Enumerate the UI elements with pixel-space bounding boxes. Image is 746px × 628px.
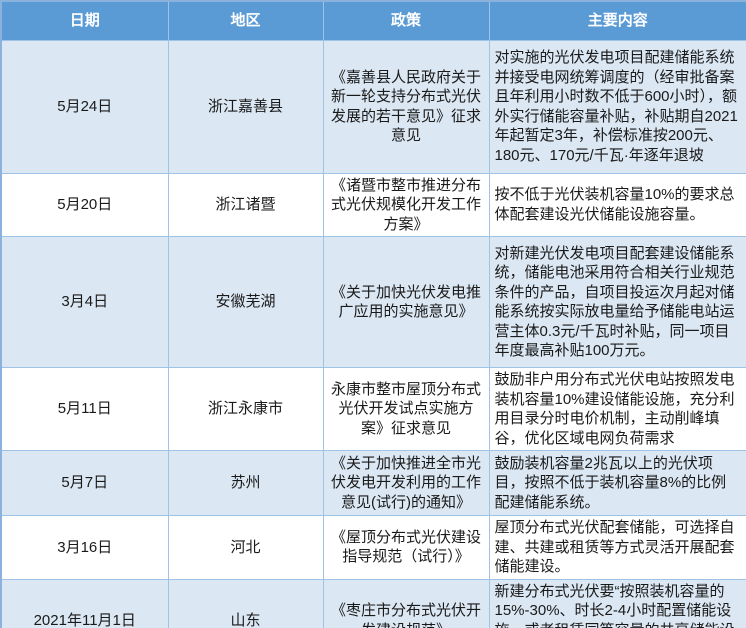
cell-content: 鼓励装机容量2兆瓦以上的光伏项目，按照不低于装机容量8%的比例配建储能系统。 (488, 450, 746, 516)
cell-content: 对新建光伏发电项目配套建设储能系统，储能电池采用符合相关行业规范条件的产品，自项… (488, 236, 746, 368)
header-region: 地区 (167, 0, 324, 41)
header-policy: 政策 (322, 0, 490, 41)
cell-date: 5月20日 (0, 172, 169, 237)
cell-content: 对实施的光伏发电项目配建储能系统并接受电网统筹调度的（经审批备案且年利用小时数不… (488, 39, 746, 174)
header-date: 日期 (0, 0, 169, 41)
cell-date: 3月16日 (0, 515, 169, 580)
header-content: 主要内容 (488, 0, 746, 41)
cell-policy: 《诸暨市整市推进分布式光伏规模化开发工作方案》 (322, 172, 490, 237)
cell-region: 山东 (167, 578, 324, 628)
table-body: 5月24日 浙江嘉善县 《嘉善县人民政府关于新一轮支持分布式光伏发展的若干意见》… (0, 39, 746, 628)
table-row: 5月24日 浙江嘉善县 《嘉善县人民政府关于新一轮支持分布式光伏发展的若干意见》… (0, 39, 746, 174)
cell-policy: 《屋顶分布式光伏建设指导规范（试行）》 (322, 515, 490, 580)
table-row: 5月7日 苏州 《关于加快推进全市光伏发电开发利用的工作意见(试行)的通知》 鼓… (0, 450, 746, 516)
cell-policy: 永康市整市屋顶分布式光伏开发试点实施方案》征求意见 (322, 367, 490, 451)
cell-date: 5月24日 (0, 39, 169, 174)
cell-date: 5月7日 (0, 450, 169, 516)
cell-content: 鼓励非户用分布式光伏电站按照发电装机容量10%建设储能设施，充分利用目录分时电价… (488, 367, 746, 451)
table-row: 5月11日 浙江永康市 永康市整市屋顶分布式光伏开发试点实施方案》征求意见 鼓励… (0, 367, 746, 451)
cell-region: 安徽芜湖 (167, 236, 324, 368)
cell-date: 5月11日 (0, 367, 169, 451)
cell-policy: 《关于加快光伏发电推广应用的实施意见》 (322, 236, 490, 368)
cell-content: 按不低于光伏装机容量10%的要求总体配套建设光伏储能设施容量。 (488, 172, 746, 237)
cell-content: 屋顶分布式光伏配套储能，可选择自建、共建或租赁等方式灵活开展配套储能建设。 (488, 515, 746, 580)
cell-region: 苏州 (167, 450, 324, 516)
cell-region: 浙江嘉善县 (167, 39, 324, 174)
cell-content: 新建分布式光伏要“按照装机容量的15%-30%、时长2-4小时配置储能设施，或者… (488, 578, 746, 628)
cell-region: 浙江永康市 (167, 367, 324, 451)
cell-region: 浙江诸暨 (167, 172, 324, 237)
cell-policy: 《关于加快推进全市光伏发电开发利用的工作意见(试行)的通知》 (322, 450, 490, 516)
cell-date: 2021年11月1日 (0, 578, 169, 628)
table-row: 3月4日 安徽芜湖 《关于加快光伏发电推广应用的实施意见》 对新建光伏发电项目配… (0, 236, 746, 368)
table-row: 2021年11月1日 山东 《枣庄市分布式光伏开发建设规范》 新建分布式光伏要“… (0, 578, 746, 628)
table-row: 5月20日 浙江诸暨 《诸暨市整市推进分布式光伏规模化开发工作方案》 按不低于光… (0, 172, 746, 237)
table-row: 3月16日 河北 《屋顶分布式光伏建设指导规范（试行）》 屋顶分布式光伏配套储能… (0, 515, 746, 580)
cell-policy: 《嘉善县人民政府关于新一轮支持分布式光伏发展的若干意见》征求意见 (322, 39, 490, 174)
cell-policy: 《枣庄市分布式光伏开发建设规范》 (322, 578, 490, 628)
header-row: 日期 地区 政策 主要内容 (0, 0, 746, 41)
cell-region: 河北 (167, 515, 324, 580)
cell-date: 3月4日 (0, 236, 169, 368)
